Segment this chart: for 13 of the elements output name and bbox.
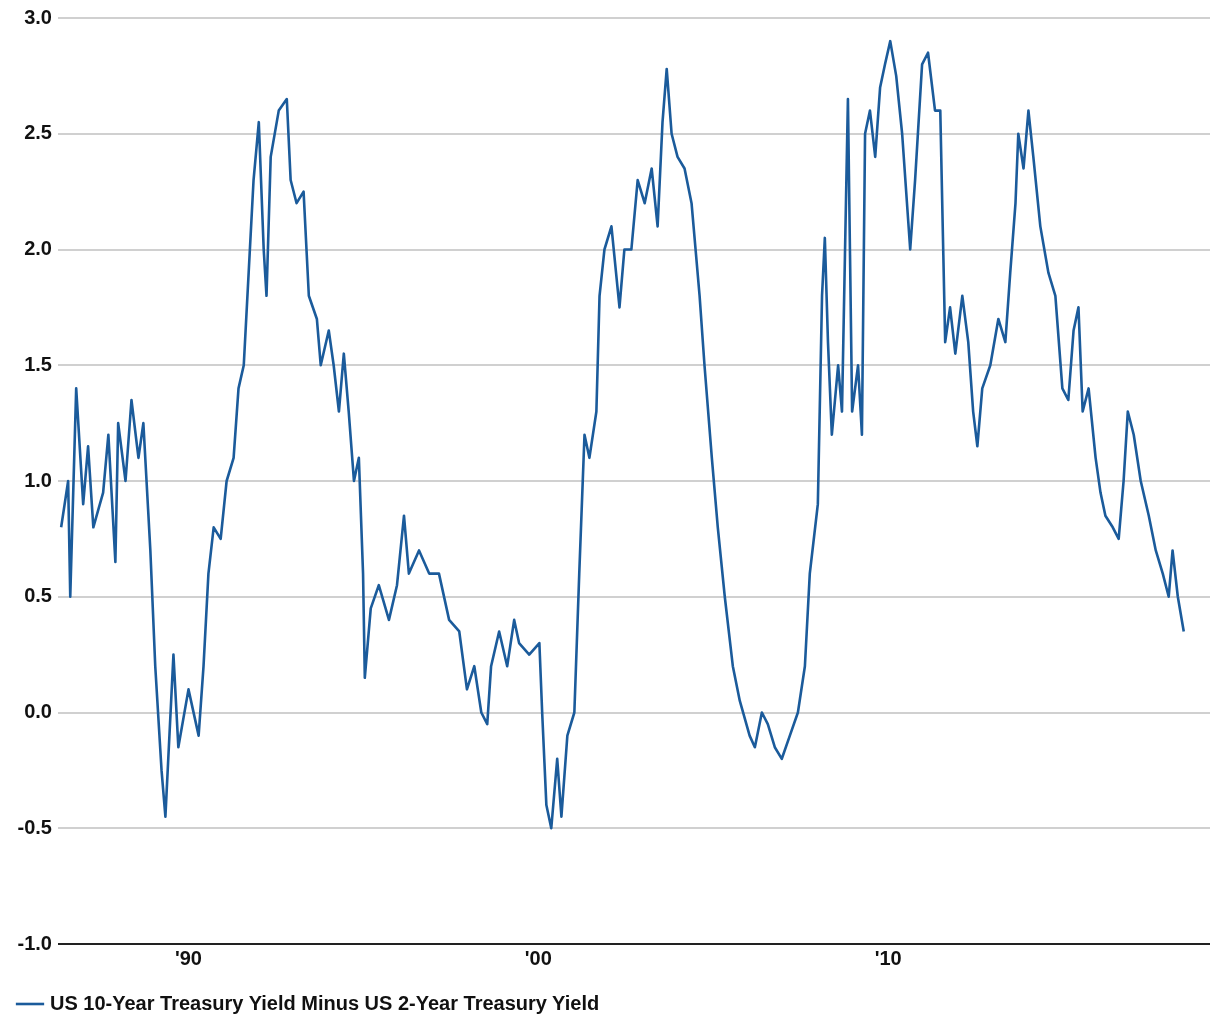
y-tick-label: 1.0 <box>24 468 52 491</box>
y-tick-label: 1.5 <box>24 352 52 375</box>
y-tick-label: 0.5 <box>24 584 52 607</box>
x-tick-label: '10 <box>874 946 902 969</box>
y-tick-label: -1.0 <box>17 931 52 954</box>
y-tick-label: 0.0 <box>24 700 52 723</box>
x-tick-label: '00 <box>524 946 552 969</box>
y-tick-label: 2.0 <box>24 237 52 260</box>
y-tick-label: 3.0 <box>24 5 52 28</box>
y-tick-label: 2.5 <box>24 121 52 144</box>
y-tick-label: -0.5 <box>17 815 52 838</box>
legend-label: US 10-Year Treasury Yield Minus US 2-Year Treasury Yield <box>50 991 600 1014</box>
x-tick-label: '90 <box>174 946 202 969</box>
